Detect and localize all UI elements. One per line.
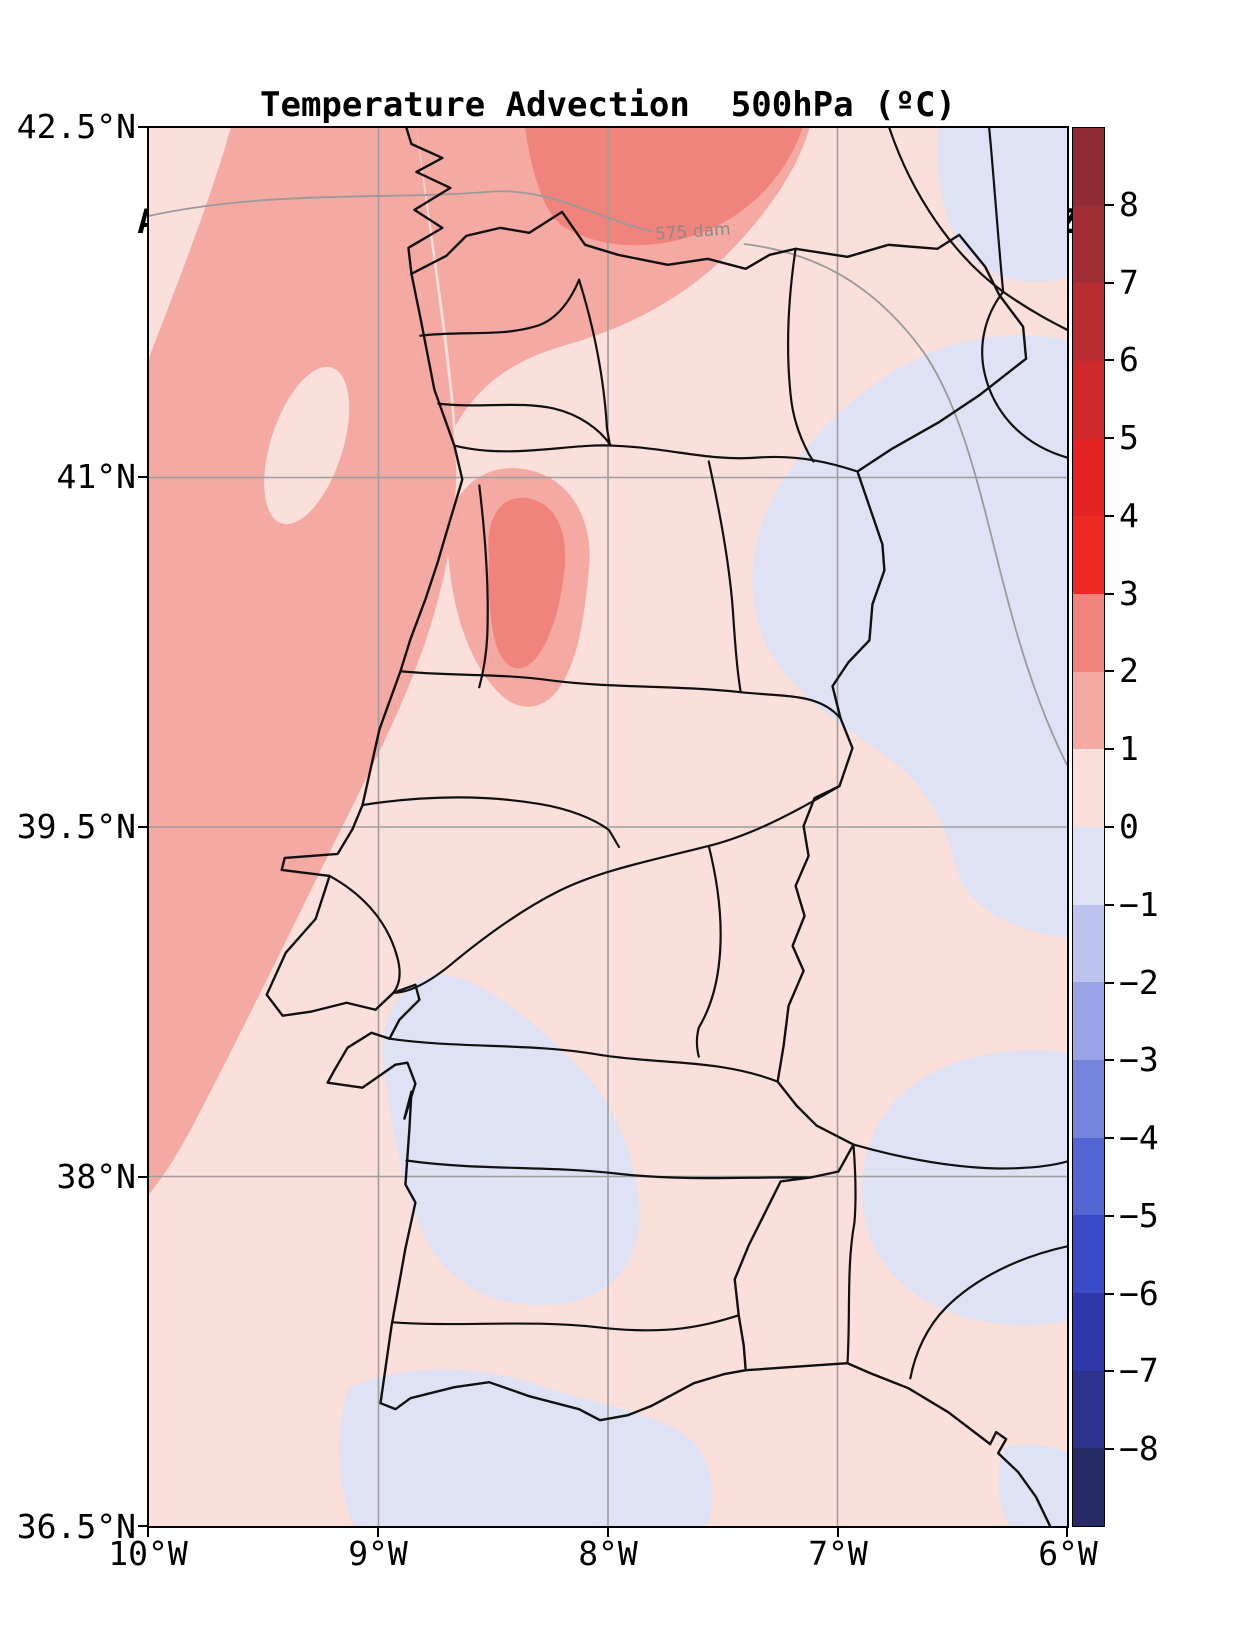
colorbar-segment [1073, 516, 1104, 595]
colorbar-segment [1073, 205, 1104, 284]
y-axis-tick [138, 1176, 147, 1178]
colorbar-tick-label: 7 [1105, 264, 1139, 302]
x-tick-label-8w: 8°W [578, 1534, 638, 1573]
colorbar-segment [1073, 671, 1104, 750]
region-atlantic-band-1-2 [149, 128, 457, 1195]
colorbar-tick-label: −6 [1105, 1275, 1159, 1313]
x-axis-tick [147, 1528, 149, 1537]
colorbar-segment [1073, 1137, 1104, 1216]
colorbar-tick-label: −5 [1105, 1197, 1159, 1235]
y-axis-tick [138, 126, 147, 128]
colorbar-tick-label: 8 [1105, 186, 1139, 224]
y-tick-label-39-5n: 39.5°N [16, 807, 136, 846]
y-tick-label-38n: 38°N [56, 1157, 136, 1196]
colorbar-tick-label: −1 [1105, 886, 1159, 924]
colorbar-segment [1073, 361, 1104, 439]
colorbar-tick-label: 3 [1105, 575, 1139, 613]
x-tick-label-9w: 9°W [348, 1534, 408, 1573]
y-axis-tick [138, 1525, 147, 1527]
region-blue-topright [937, 128, 1067, 283]
colorbar-tick-label: 6 [1105, 341, 1139, 379]
colorbar-tick-label: 0 [1105, 808, 1139, 846]
region-blue-southcentral [382, 975, 640, 1306]
x-tick-label-6w: 6°W [1038, 1534, 1098, 1573]
colorbar-tick-label: −4 [1105, 1119, 1159, 1157]
colorbar-tick-label: 4 [1105, 497, 1139, 535]
colorbar [1072, 127, 1105, 1527]
colorbar-tick-label: −8 [1105, 1430, 1159, 1468]
map-plot-area: 575 dam [147, 126, 1069, 1528]
region-viseu-red-2-3 [488, 497, 566, 669]
colorbar-segment [1073, 1448, 1104, 1527]
y-tick-label-36-5n: 36.5°N [16, 1507, 136, 1546]
colorbar-tick-label: 5 [1105, 419, 1139, 457]
colorbar-segment [1073, 1370, 1104, 1449]
y-axis-tick [138, 476, 147, 478]
x-tick-label-7w: 7°W [808, 1534, 868, 1573]
y-tick-label-42-5n: 42.5°N [16, 107, 136, 146]
x-tick-label-10w: 10°W [108, 1534, 188, 1573]
gridlines [149, 128, 1067, 1526]
colorbar-tick-label: −2 [1105, 964, 1159, 1002]
spain-province-boundaries [846, 128, 1067, 1380]
district-boundaries [328, 247, 859, 1332]
y-axis-tick [138, 826, 147, 828]
map-svg [149, 128, 1067, 1526]
region-blue-bottomright [998, 1444, 1067, 1526]
region-band-light-hole [264, 366, 350, 525]
colorbar-segment [1073, 128, 1104, 206]
region-north-red-2-3 [525, 128, 803, 246]
y-tick-label-41n: 41°N [56, 457, 136, 496]
region-blue-bottomstrip [338, 1369, 713, 1526]
colorbar-segment [1073, 594, 1104, 672]
colorbar-tick-label: 1 [1105, 730, 1139, 768]
colorbar-segment [1073, 438, 1104, 517]
colorbar-segment [1073, 827, 1104, 905]
x-axis-tick [607, 1528, 609, 1537]
x-axis-tick [377, 1528, 379, 1537]
colorbar-segment [1073, 982, 1104, 1061]
region-blue-east [752, 335, 1067, 938]
colorbar-segment [1073, 904, 1104, 983]
colorbar-segment [1073, 1215, 1104, 1294]
geopotential-contour-line [149, 190, 1067, 766]
colorbar-segment [1073, 283, 1104, 362]
colorbar-segment [1073, 1293, 1104, 1371]
colorbar-segment [1073, 1060, 1104, 1138]
region-blue-southeast [861, 1050, 1067, 1326]
colorbar-tick-label: −3 [1105, 1041, 1159, 1079]
x-axis-tick [837, 1528, 839, 1537]
colorbar-tick-label: 2 [1105, 652, 1139, 690]
colorbar-segment [1073, 749, 1104, 828]
x-axis-tick [1066, 1528, 1068, 1537]
country-border [410, 210, 1028, 1372]
chart-title: Temperature Advection 500hPa (ºC) [260, 85, 956, 125]
colorbar-tick-label: −7 [1105, 1352, 1159, 1390]
coastline [265, 128, 1052, 1526]
